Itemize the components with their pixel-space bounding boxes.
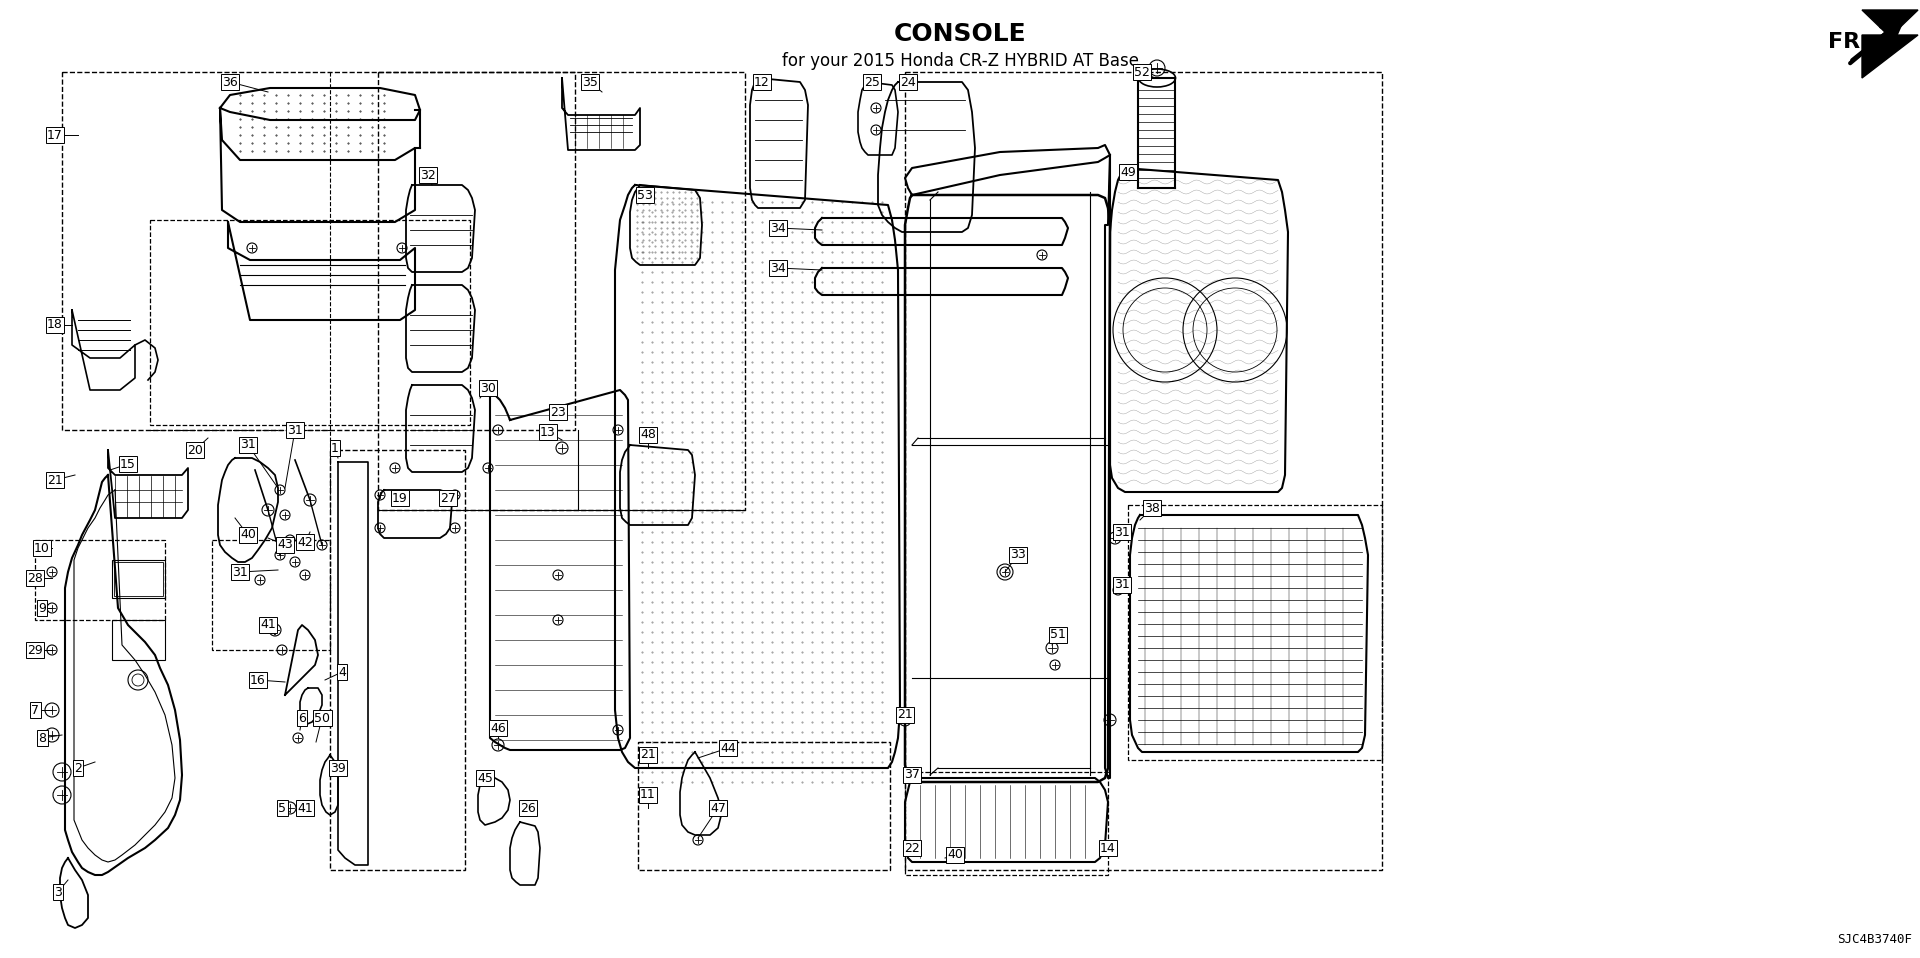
Text: for your 2015 Honda CR-Z HYBRID AT Base: for your 2015 Honda CR-Z HYBRID AT Base xyxy=(781,52,1139,70)
Text: 34: 34 xyxy=(770,221,785,235)
Text: 29: 29 xyxy=(27,644,42,656)
Text: 10: 10 xyxy=(35,541,50,555)
Text: 51: 51 xyxy=(1050,628,1066,642)
Bar xyxy=(150,220,470,425)
Text: 40: 40 xyxy=(240,529,255,541)
Text: 8: 8 xyxy=(38,732,46,744)
Bar xyxy=(378,72,745,510)
Bar xyxy=(330,450,465,870)
Bar xyxy=(111,620,165,660)
Text: 16: 16 xyxy=(250,673,265,687)
Text: 48: 48 xyxy=(639,428,657,442)
Text: 18: 18 xyxy=(48,318,63,331)
Text: 37: 37 xyxy=(904,768,920,782)
Text: 44: 44 xyxy=(720,741,735,755)
Text: 33: 33 xyxy=(1010,549,1025,561)
Text: 9: 9 xyxy=(38,602,46,614)
Text: 21: 21 xyxy=(48,473,63,487)
Bar xyxy=(113,562,163,596)
Text: 6: 6 xyxy=(298,712,305,724)
Text: 13: 13 xyxy=(540,425,557,439)
Text: 2: 2 xyxy=(75,762,83,774)
Text: 31: 31 xyxy=(1114,579,1129,591)
Text: 19: 19 xyxy=(392,491,407,505)
Text: 41: 41 xyxy=(259,619,276,631)
Bar xyxy=(904,72,1382,870)
Text: 41: 41 xyxy=(298,802,313,814)
Text: 14: 14 xyxy=(1100,841,1116,855)
Bar xyxy=(61,72,574,430)
Text: 28: 28 xyxy=(27,572,42,584)
Text: FR.: FR. xyxy=(1828,32,1868,52)
Text: 21: 21 xyxy=(897,709,912,721)
Text: 5: 5 xyxy=(278,802,286,814)
Bar xyxy=(1129,505,1382,760)
Text: 25: 25 xyxy=(864,76,879,88)
Text: 22: 22 xyxy=(904,841,920,855)
Bar xyxy=(637,742,891,870)
Text: 50: 50 xyxy=(315,712,330,724)
Text: 38: 38 xyxy=(1144,501,1160,514)
Text: 20: 20 xyxy=(186,444,204,457)
Bar xyxy=(904,772,1108,875)
Text: 27: 27 xyxy=(440,491,455,505)
Polygon shape xyxy=(1862,10,1918,78)
Text: 30: 30 xyxy=(480,381,495,395)
Text: 53: 53 xyxy=(637,189,653,201)
Text: CONSOLE: CONSOLE xyxy=(893,22,1027,46)
Text: 3: 3 xyxy=(54,885,61,899)
Text: 43: 43 xyxy=(276,538,294,552)
Text: 15: 15 xyxy=(121,458,136,470)
Text: 35: 35 xyxy=(582,76,597,88)
Text: 32: 32 xyxy=(420,169,436,181)
Text: 12: 12 xyxy=(755,76,770,88)
Text: 23: 23 xyxy=(551,405,566,419)
Bar xyxy=(211,540,330,650)
Text: 47: 47 xyxy=(710,802,726,814)
Text: 17: 17 xyxy=(48,128,63,142)
Text: 42: 42 xyxy=(298,536,313,549)
Text: 31: 31 xyxy=(288,423,303,437)
Text: 11: 11 xyxy=(639,788,657,802)
Text: 46: 46 xyxy=(490,721,505,735)
Text: 1: 1 xyxy=(330,442,340,454)
Text: 4: 4 xyxy=(338,666,346,678)
Text: 31: 31 xyxy=(240,439,255,451)
Bar xyxy=(111,560,165,598)
Text: SJC4B3740F: SJC4B3740F xyxy=(1837,933,1912,946)
Text: 21: 21 xyxy=(639,748,657,762)
Text: 31: 31 xyxy=(1114,526,1129,538)
Text: 34: 34 xyxy=(770,262,785,275)
Text: 24: 24 xyxy=(900,76,916,88)
Bar xyxy=(35,540,165,620)
Text: 36: 36 xyxy=(223,76,238,88)
Text: 31: 31 xyxy=(232,565,248,579)
Text: 40: 40 xyxy=(947,849,964,861)
Text: 39: 39 xyxy=(330,762,346,774)
Text: 45: 45 xyxy=(476,771,493,785)
Text: 49: 49 xyxy=(1119,166,1137,178)
Text: 7: 7 xyxy=(31,703,38,717)
Text: 52: 52 xyxy=(1135,65,1150,79)
Text: 26: 26 xyxy=(520,802,536,814)
